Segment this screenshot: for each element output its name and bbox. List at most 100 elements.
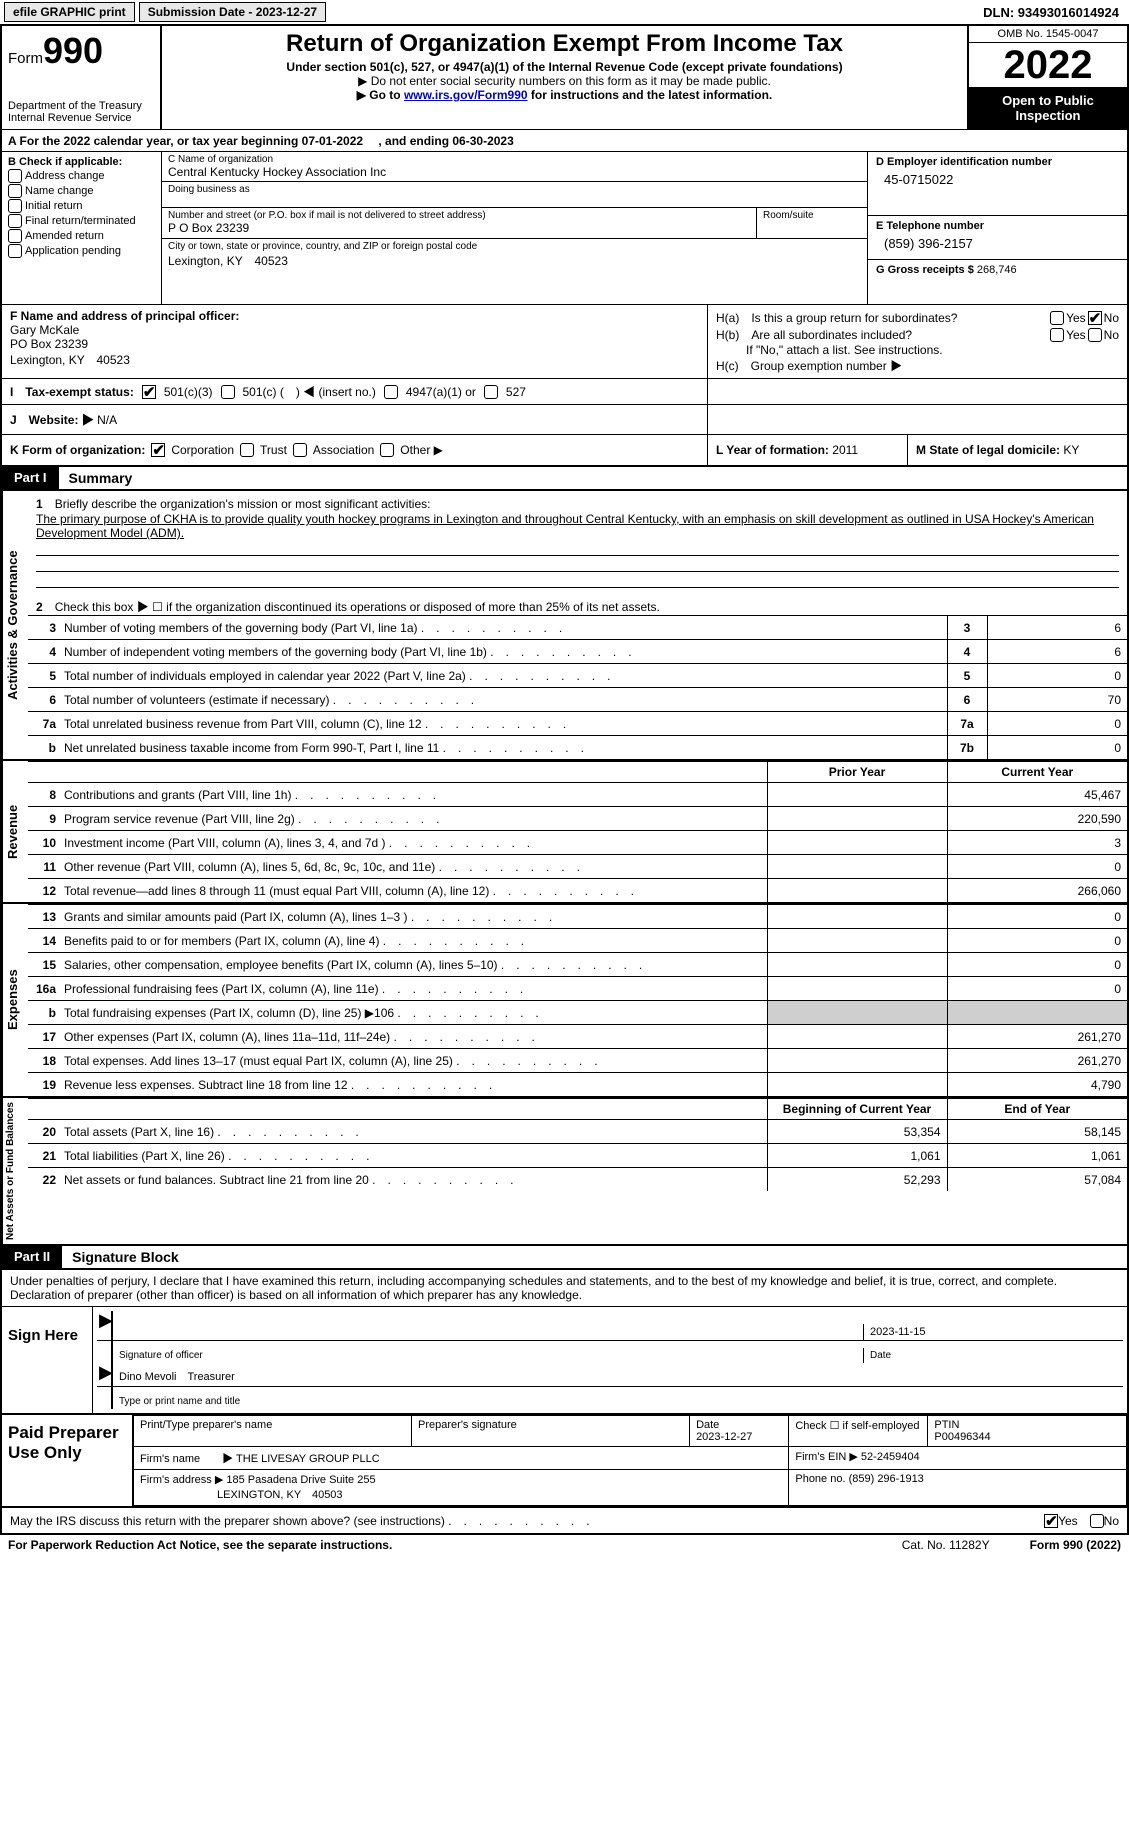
firm-name: THE LIVESAY GROUP PLLC xyxy=(236,1453,380,1465)
table-row: 14Benefits paid to or for members (Part … xyxy=(28,929,1127,953)
summary-exp: Expenses 13Grants and similar amounts pa… xyxy=(0,904,1129,1098)
irs-link[interactable]: www.irs.gov/Form990 xyxy=(404,88,528,102)
officer-name: Gary McKale xyxy=(10,323,699,337)
box-c: C Name of organization Central Kentucky … xyxy=(162,152,867,304)
footer: For Paperwork Reduction Act Notice, see … xyxy=(0,1535,1129,1555)
year-formation: 2011 xyxy=(832,443,858,457)
summary-na: Net Assets or Fund Balances Beginning of… xyxy=(0,1098,1129,1246)
lbl-trust: Trust xyxy=(260,443,287,457)
table-row: 18Total expenses. Add lines 13–17 (must … xyxy=(28,1049,1127,1073)
hc-label: H(c) Group exemption number ▶ xyxy=(716,357,1119,374)
chk-initial-return[interactable] xyxy=(8,199,22,213)
table-row: 8Contributions and grants (Part VIII, li… xyxy=(28,783,1127,807)
table-row: 4Number of independent voting members of… xyxy=(28,640,1127,664)
chk-corp[interactable] xyxy=(151,443,165,457)
lbl-amended: Amended return xyxy=(25,230,104,242)
domicile-label: M State of legal domicile: xyxy=(916,443,1060,457)
firm-addr2: LEXINGTON, KY 40503 xyxy=(217,1489,343,1501)
chk-app-pending[interactable] xyxy=(8,244,22,258)
table-row: 19Revenue less expenses. Subtract line 1… xyxy=(28,1073,1127,1097)
subtitle-2: ▶ Do not enter social security numbers o… xyxy=(168,74,961,88)
chk-4947[interactable] xyxy=(384,385,398,399)
lbl-initial-return: Initial return xyxy=(25,200,82,212)
chk-final-return[interactable] xyxy=(8,214,22,228)
part-1-tag: Part I xyxy=(2,467,59,489)
ptin-label: PTIN xyxy=(934,1419,959,1431)
table-row: 9Program service revenue (Part VIII, lin… xyxy=(28,807,1127,831)
form-org-label: K Form of organization: xyxy=(10,443,145,457)
box-b-title: B Check if applicable: xyxy=(8,156,155,168)
row-k: K Form of organization: Corporation Trus… xyxy=(0,434,1129,467)
grid-na: Beginning of Current Year End of Year 20… xyxy=(28,1098,1127,1191)
sig-date: 2023-11-15 xyxy=(863,1324,1123,1340)
part-2-header: Part II Signature Block xyxy=(0,1246,1129,1270)
lbl-name-change: Name change xyxy=(25,185,94,197)
row-a-period: A For the 2022 calendar year, or tax yea… xyxy=(0,129,1129,151)
ha-label: H(a) Is this a group return for subordin… xyxy=(716,309,1048,326)
vtab-na: Net Assets or Fund Balances xyxy=(2,1098,28,1244)
officer-addr2: Lexington, KY 40523 xyxy=(10,351,699,368)
sig-officer-label: Signature of officer xyxy=(113,1348,863,1363)
mission-label: Briefly describe the organization's miss… xyxy=(55,497,431,511)
lbl-501c: 501(c) ( ) ◀ (insert no.) xyxy=(243,383,376,400)
top-bar: efile GRAPHIC print Submission Date - 20… xyxy=(0,0,1129,24)
part-1-title: Summary xyxy=(59,467,143,489)
chk-amended[interactable] xyxy=(8,229,22,243)
phone-label: E Telephone number xyxy=(876,220,1119,232)
chk-527[interactable] xyxy=(484,385,498,399)
footer-right: Form 990 (2022) xyxy=(1030,1538,1121,1552)
prep-date-label: Date xyxy=(696,1419,719,1431)
ein-label: D Employer identification number xyxy=(876,156,1119,168)
table-row: 16aProfessional fundraising fees (Part I… xyxy=(28,977,1127,1001)
ha-no[interactable] xyxy=(1088,311,1102,325)
table-row: 12Total revenue—add lines 8 through 11 (… xyxy=(28,879,1127,903)
firm-addr-label: Firm's address ▶ xyxy=(140,1474,223,1486)
prep-sig-label: Preparer's signature xyxy=(418,1419,517,1431)
sign-here-label: Sign Here xyxy=(2,1307,92,1413)
chk-address-change[interactable] xyxy=(8,169,22,183)
prep-check-label: Check ☐ if self-employed xyxy=(795,1420,919,1432)
irs-yes[interactable] xyxy=(1044,1514,1058,1528)
subtitle-3: ▶ Go to www.irs.gov/Form990 for instruct… xyxy=(168,88,961,102)
lbl-corp: Corporation xyxy=(171,443,234,457)
efile-button[interactable]: efile GRAPHIC print xyxy=(4,2,135,22)
prep-phone: (859) 296-1913 xyxy=(849,1473,924,1485)
chk-501c[interactable] xyxy=(221,385,235,399)
city-label: City or town, state or province, country… xyxy=(168,241,861,252)
section-fh: F Name and address of principal officer:… xyxy=(0,304,1129,378)
lbl-address-change: Address change xyxy=(25,170,105,182)
room-label: Room/suite xyxy=(763,210,861,221)
prep-phone-label: Phone no. xyxy=(795,1473,845,1485)
year-formation-label: L Year of formation: xyxy=(716,443,829,457)
city-value: Lexington, KY 40523 xyxy=(168,252,861,269)
chk-name-change[interactable] xyxy=(8,184,22,198)
ha-yes[interactable] xyxy=(1050,311,1064,325)
omb-number: OMB No. 1545-0047 xyxy=(969,26,1127,43)
addr-value: P O Box 23239 xyxy=(168,221,750,235)
preparer-title: Paid Preparer Use Only xyxy=(2,1415,132,1506)
org-name-label: C Name of organization xyxy=(168,154,861,165)
form-number: Form990 xyxy=(8,30,154,72)
footer-cat: Cat. No. 11282Y xyxy=(862,1538,1030,1552)
chk-501c3[interactable] xyxy=(142,385,156,399)
prep-name-label: Print/Type preparer's name xyxy=(140,1419,272,1431)
hb-note: If "No," attach a list. See instructions… xyxy=(716,343,1119,357)
chk-other[interactable] xyxy=(380,443,394,457)
irs-no[interactable] xyxy=(1090,1514,1104,1528)
chk-trust[interactable] xyxy=(240,443,254,457)
hdr-end: End of Year xyxy=(947,1099,1127,1120)
hb-no[interactable] xyxy=(1088,328,1102,342)
table-row: bTotal fundraising expenses (Part IX, co… xyxy=(28,1001,1127,1025)
box-b: B Check if applicable: Address change Na… xyxy=(2,152,162,304)
summary-ag: Activities & Governance 1 Briefly descri… xyxy=(0,491,1129,761)
grid-exp: 13Grants and similar amounts paid (Part … xyxy=(28,904,1127,1096)
chk-assoc[interactable] xyxy=(293,443,307,457)
table-row: 22Net assets or fund balances. Subtract … xyxy=(28,1168,1127,1192)
hb-yes[interactable] xyxy=(1050,328,1064,342)
lbl-app-pending: Application pending xyxy=(25,245,121,257)
part-1-header: Part I Summary xyxy=(0,467,1129,491)
vtab-rev: Revenue xyxy=(2,761,28,902)
firm-ein-label: Firm's EIN ▶ xyxy=(795,1451,858,1463)
org-name: Central Kentucky Hockey Association Inc xyxy=(168,165,861,179)
part-2-tag: Part II xyxy=(2,1246,62,1268)
